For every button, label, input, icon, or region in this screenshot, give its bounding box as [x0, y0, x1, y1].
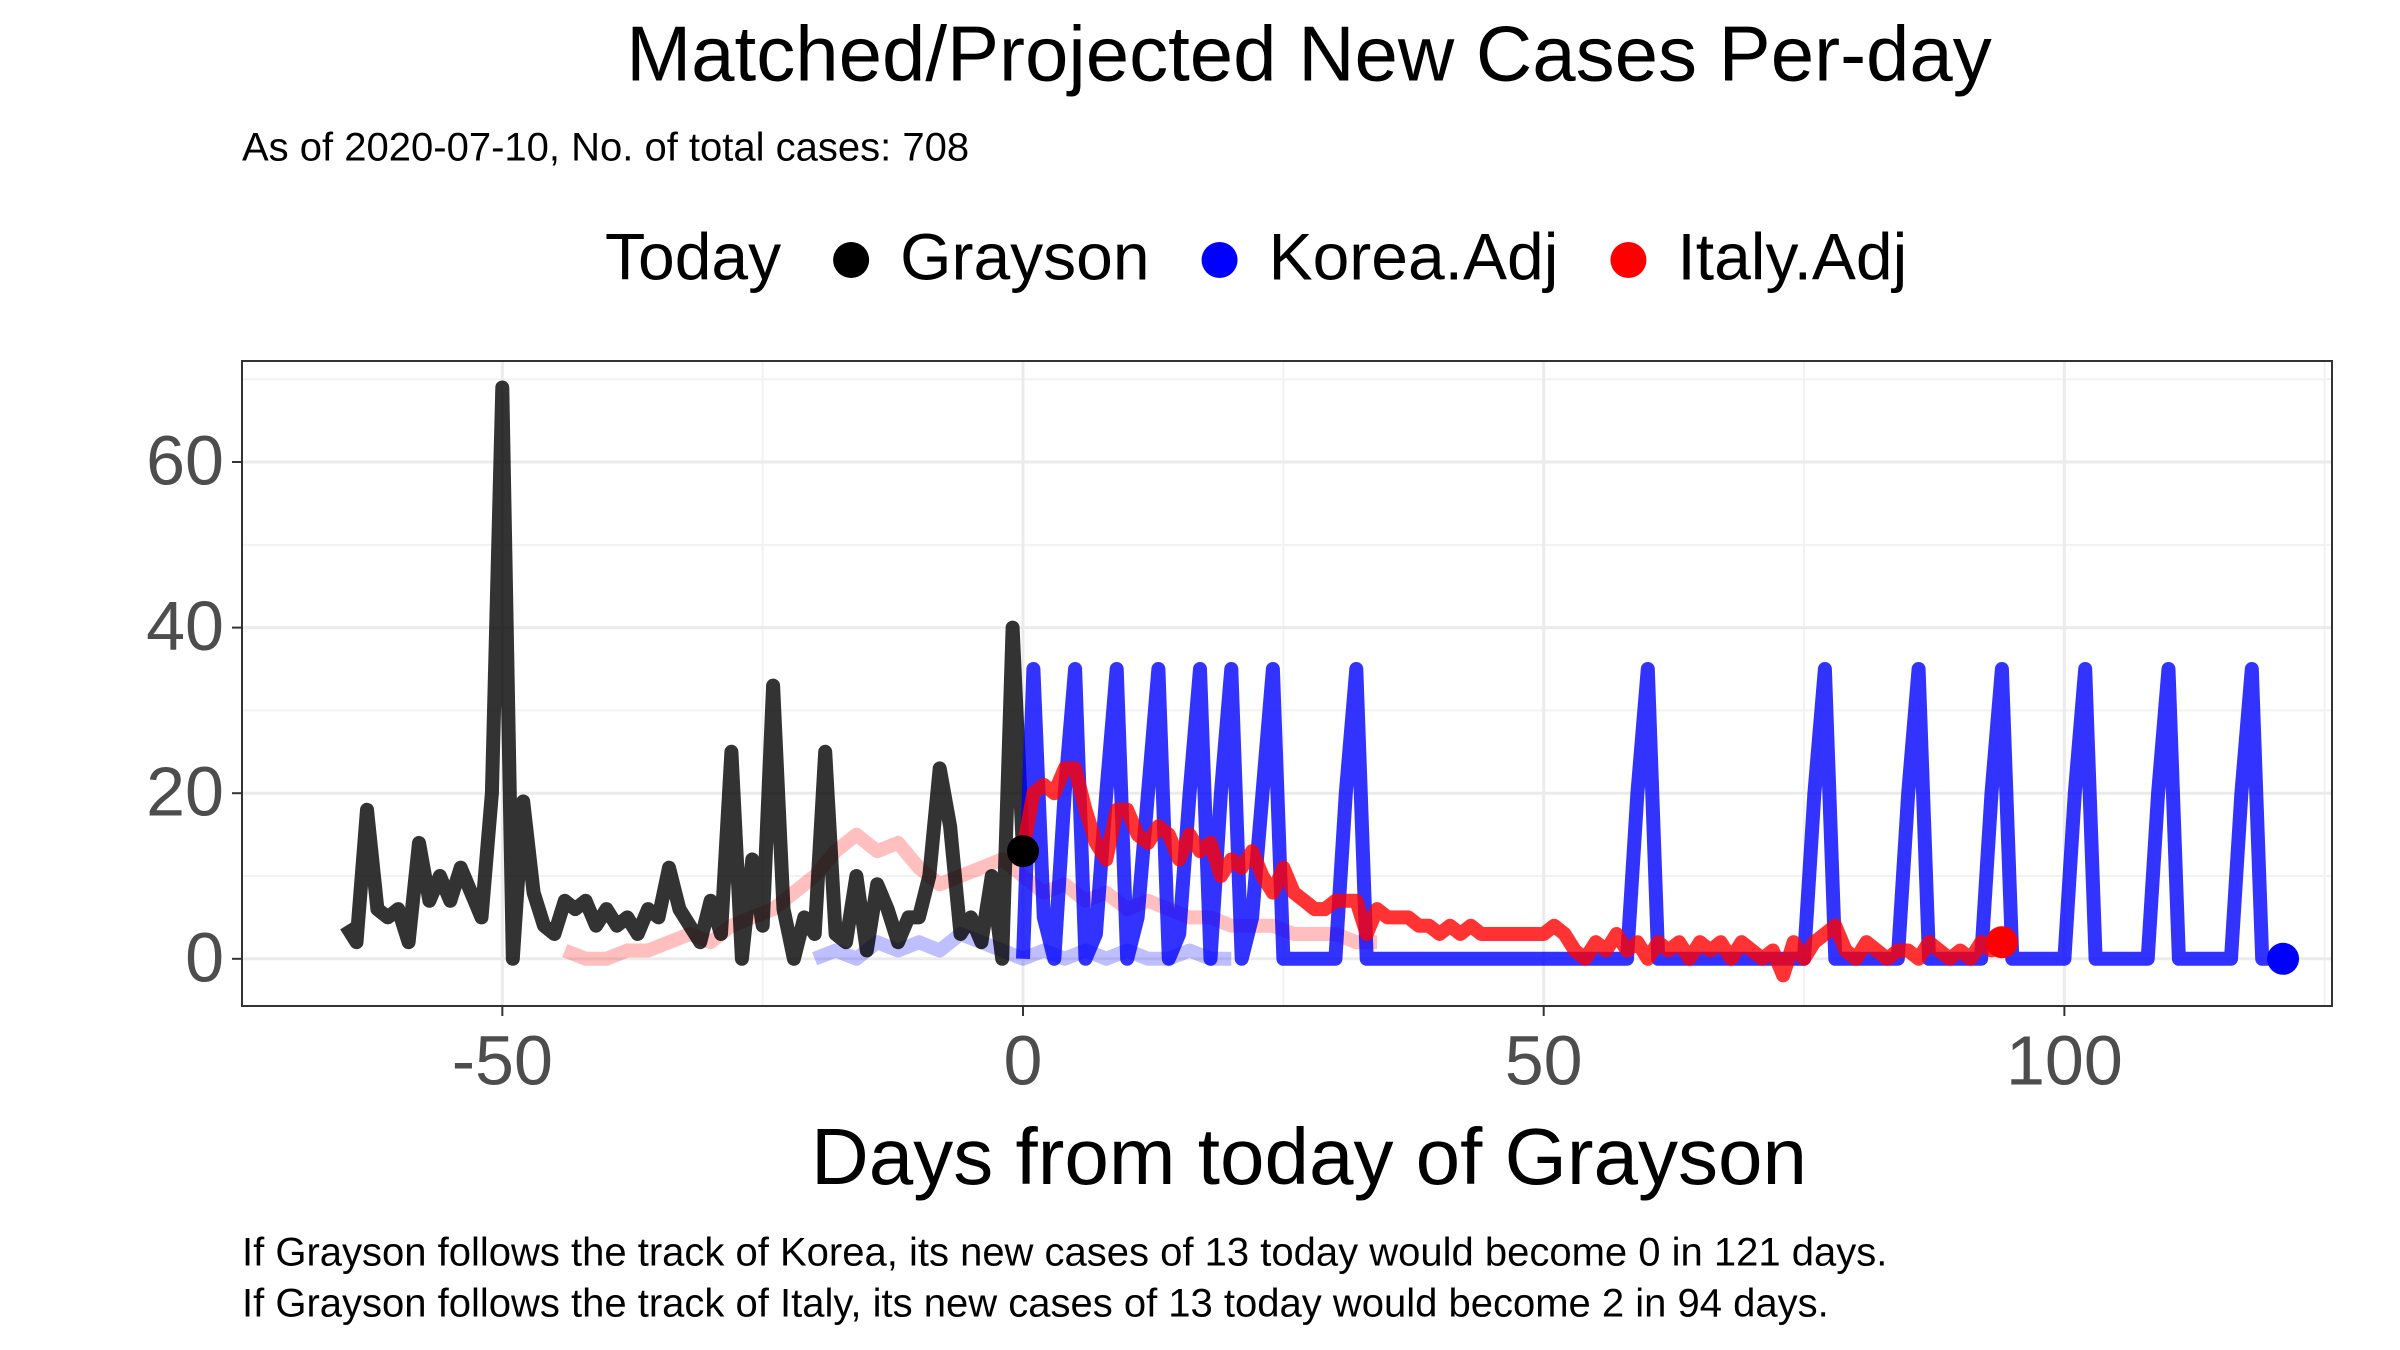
y-tick-label: 0 — [185, 918, 224, 996]
y-tick-label: 40 — [146, 587, 224, 665]
caption: If Grayson follows the track of Italy, i… — [242, 1282, 1829, 1326]
end-point — [2267, 942, 2300, 975]
series-line — [1016, 662, 2284, 966]
legend-label: Grayson — [900, 219, 1149, 293]
axes: -50 0 50 100 0 20 40 60 — [146, 421, 2123, 1099]
x-tick-label: 0 — [1004, 1021, 1043, 1099]
x-tick-label: 50 — [1505, 1021, 1583, 1099]
legend: Today Grayson Korea.Adj Italy.Adj — [605, 219, 1907, 293]
series-line — [1016, 761, 2007, 983]
panel-border — [241, 360, 2333, 1007]
legend-label: Italy.Adj — [1677, 219, 1907, 293]
legend-swatch — [833, 242, 870, 278]
end-point — [1007, 835, 1040, 868]
x-axis-title: Days from today of Grayson — [811, 1112, 1807, 1201]
series-line — [340, 380, 1030, 966]
caption: If Grayson follows the track of Korea, i… — [242, 1231, 1887, 1275]
legend-title: Today — [605, 219, 781, 293]
plot-area — [340, 380, 2300, 983]
y-tick-label: 20 — [146, 753, 224, 831]
x-tick-label: 100 — [2006, 1021, 2123, 1099]
chart-subtitle: As of 2020-07-10, No. of total cases: 70… — [242, 126, 969, 170]
chart-title: Matched/Projected New Cases Per-day — [626, 10, 1992, 98]
x-tick-label: -50 — [452, 1021, 553, 1099]
legend-label: Korea.Adj — [1269, 219, 1559, 293]
end-point — [1985, 926, 2018, 959]
legend-swatch — [1610, 242, 1647, 278]
legend-swatch — [1201, 242, 1238, 278]
y-tick-label: 60 — [146, 421, 224, 499]
